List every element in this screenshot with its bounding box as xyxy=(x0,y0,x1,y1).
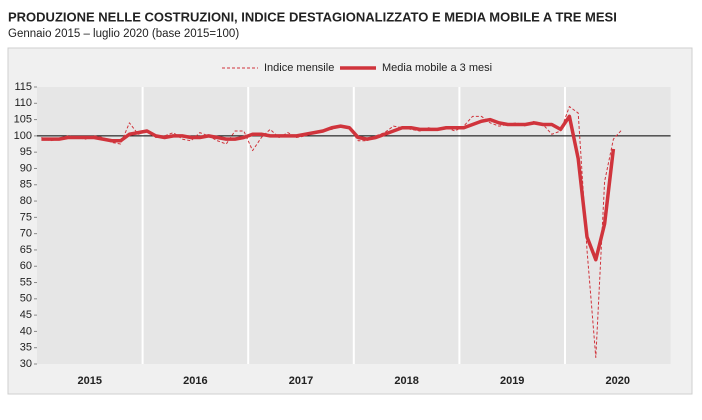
y-tick-label: 85 xyxy=(20,179,32,191)
y-tick-label: 110 xyxy=(14,97,32,109)
series-line xyxy=(41,114,616,262)
x-tick-label: 2018 xyxy=(394,375,418,387)
y-tick-label: 100 xyxy=(14,130,32,142)
chart-title: PRODUZIONE NELLE COSTRUZIONI, INDICE DES… xyxy=(8,9,617,24)
y-tick-label: 55 xyxy=(20,276,32,288)
y-tick-label: 65 xyxy=(20,244,32,256)
y-tick-label: 45 xyxy=(20,309,32,321)
y-tick-label: 35 xyxy=(20,342,32,354)
x-tick-label: 2016 xyxy=(183,375,207,387)
y-tick-label: 30 xyxy=(20,358,32,370)
x-tick-label: 2017 xyxy=(289,375,313,387)
y-tick-label: 75 xyxy=(20,211,32,223)
y-tick-label: 90 xyxy=(20,162,32,174)
legend-label: Media mobile a 3 mesi xyxy=(382,62,492,74)
y-tick-label: 115 xyxy=(14,81,32,93)
x-tick-label: 2020 xyxy=(606,375,630,387)
y-tick-label: 105 xyxy=(14,113,32,125)
y-tick-label: 60 xyxy=(20,260,32,272)
x-tick-label: 2015 xyxy=(78,375,102,387)
y-tick-label: 95 xyxy=(20,146,32,158)
y-tick-label: 40 xyxy=(20,325,32,337)
y-tick-label: 80 xyxy=(20,195,32,207)
legend-label: Indice mensile xyxy=(264,62,334,74)
y-tick-label: 50 xyxy=(20,293,32,305)
chart-subtitle: Gennaio 2015 – luglio 2020 (base 2015=10… xyxy=(8,28,239,40)
y-tick-label: 70 xyxy=(20,228,32,240)
x-tick-label: 2019 xyxy=(500,375,524,387)
